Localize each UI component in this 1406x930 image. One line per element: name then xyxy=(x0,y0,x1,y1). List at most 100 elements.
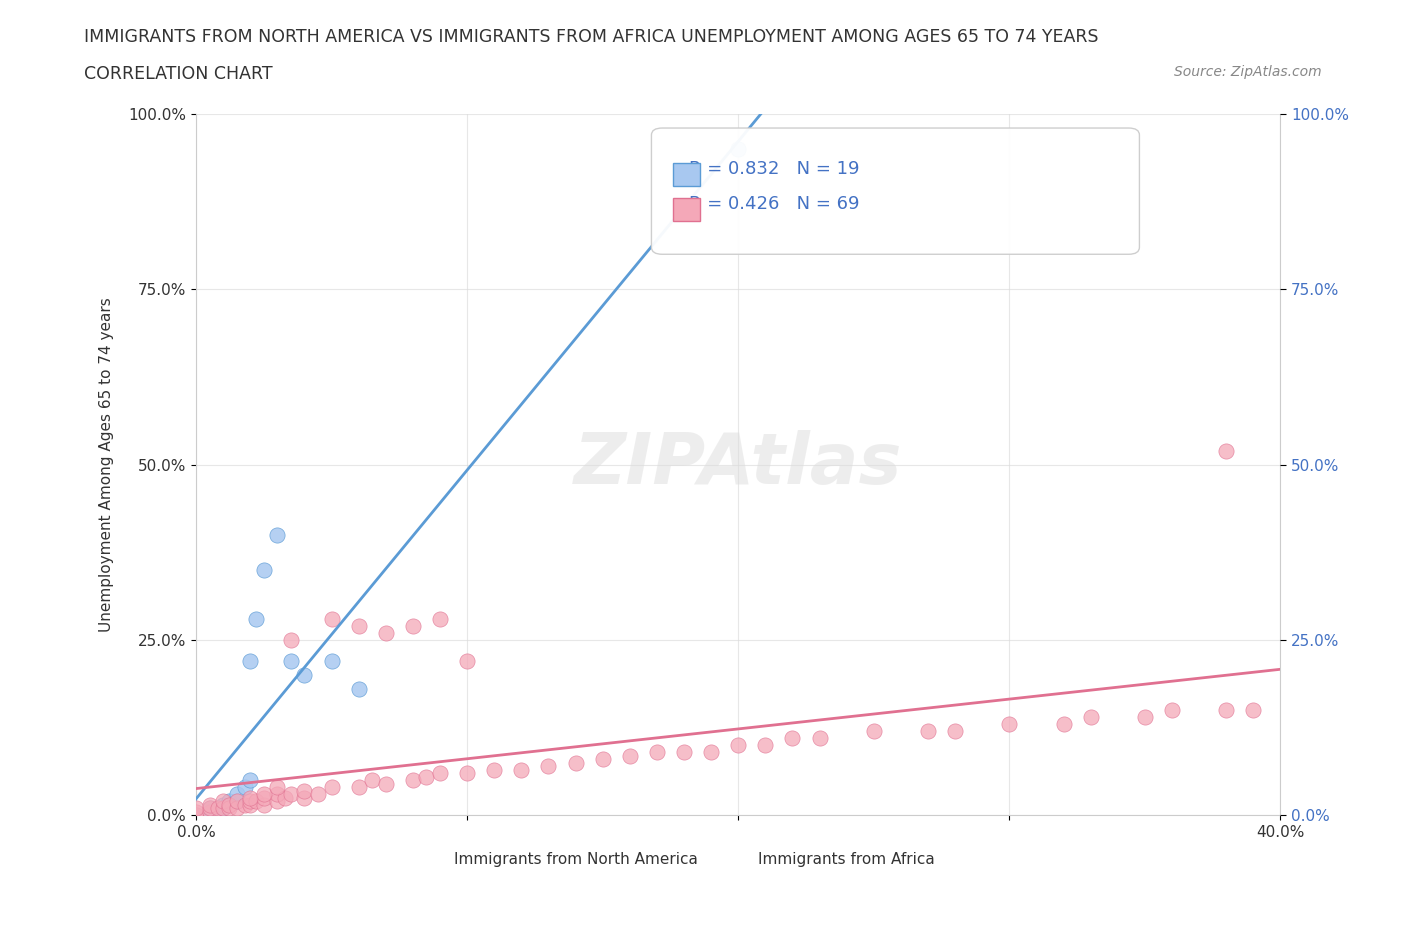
Point xyxy=(253,787,276,802)
Text: Immigrants from North America: Immigrants from North America xyxy=(454,853,697,868)
Point xyxy=(280,632,302,647)
Point xyxy=(347,618,370,633)
Point xyxy=(456,765,478,780)
Point xyxy=(1080,710,1102,724)
Text: CORRELATION CHART: CORRELATION CHART xyxy=(84,65,273,83)
Point xyxy=(184,808,207,823)
Point xyxy=(374,626,396,641)
Point xyxy=(198,801,221,816)
Point xyxy=(274,790,297,805)
Point xyxy=(998,717,1021,732)
Point xyxy=(456,654,478,669)
Point xyxy=(537,759,560,774)
Point xyxy=(280,787,302,802)
Text: Immigrants from Africa: Immigrants from Africa xyxy=(758,853,935,868)
Point xyxy=(294,668,316,683)
Point xyxy=(207,801,229,816)
Point xyxy=(212,794,235,809)
Point xyxy=(198,804,221,819)
Point xyxy=(198,804,221,819)
Point xyxy=(294,790,316,805)
Point xyxy=(225,801,247,816)
Point xyxy=(233,780,256,795)
Point xyxy=(233,797,256,812)
Point xyxy=(239,794,262,809)
Point xyxy=(510,763,533,777)
Point xyxy=(253,563,276,578)
FancyBboxPatch shape xyxy=(478,854,498,871)
Point xyxy=(429,612,451,627)
Point xyxy=(321,612,343,627)
Point xyxy=(402,618,425,633)
FancyBboxPatch shape xyxy=(749,854,769,871)
Point xyxy=(619,749,641,764)
Point xyxy=(266,780,288,795)
Point xyxy=(1241,703,1264,718)
Point xyxy=(307,787,329,802)
Point xyxy=(225,794,247,809)
Point xyxy=(253,790,276,805)
Point xyxy=(253,797,276,812)
Point xyxy=(782,731,804,746)
Point xyxy=(321,654,343,669)
Point xyxy=(218,801,240,816)
Point xyxy=(754,737,776,752)
Point xyxy=(245,794,267,809)
Point xyxy=(700,745,723,760)
Point xyxy=(212,801,235,816)
Point xyxy=(592,751,614,766)
Text: IMMIGRANTS FROM NORTH AMERICA VS IMMIGRANTS FROM AFRICA UNEMPLOYMENT AMONG AGES : IMMIGRANTS FROM NORTH AMERICA VS IMMIGRA… xyxy=(84,28,1099,46)
Point xyxy=(212,801,235,816)
Point xyxy=(727,737,749,752)
Point xyxy=(347,682,370,697)
Point xyxy=(266,794,288,809)
Point xyxy=(347,780,370,795)
FancyBboxPatch shape xyxy=(673,198,700,220)
Point xyxy=(1161,703,1184,718)
Point xyxy=(1052,717,1074,732)
Point xyxy=(198,801,221,816)
Point xyxy=(672,745,695,760)
Point xyxy=(321,780,343,795)
Point xyxy=(198,797,221,812)
FancyBboxPatch shape xyxy=(651,128,1139,254)
Point xyxy=(1133,710,1156,724)
Text: R = 0.426   N = 69: R = 0.426 N = 69 xyxy=(689,194,860,213)
Point xyxy=(943,724,966,738)
Point xyxy=(184,801,207,816)
Point xyxy=(415,769,437,784)
Point xyxy=(184,804,207,819)
Point xyxy=(212,797,235,812)
Point xyxy=(917,724,939,738)
Text: R = 0.832   N = 19: R = 0.832 N = 19 xyxy=(689,160,860,178)
Point xyxy=(1215,444,1237,458)
Point xyxy=(184,808,207,823)
Point xyxy=(429,765,451,780)
Text: ZIPAtlas: ZIPAtlas xyxy=(574,431,903,499)
FancyBboxPatch shape xyxy=(673,163,700,186)
Point xyxy=(564,755,586,770)
Point xyxy=(374,777,396,791)
Point xyxy=(239,773,262,788)
Point xyxy=(266,787,288,802)
Point xyxy=(361,773,384,788)
Point xyxy=(280,654,302,669)
Point xyxy=(862,724,884,738)
Point xyxy=(808,731,831,746)
Point xyxy=(225,794,247,809)
Point xyxy=(645,745,668,760)
Point xyxy=(239,654,262,669)
Point xyxy=(245,612,267,627)
Point xyxy=(239,790,262,805)
Point xyxy=(266,527,288,542)
Point xyxy=(218,797,240,812)
Point xyxy=(482,763,505,777)
Point xyxy=(727,141,749,156)
Point xyxy=(239,797,262,812)
Point xyxy=(218,794,240,809)
Y-axis label: Unemployment Among Ages 65 to 74 years: Unemployment Among Ages 65 to 74 years xyxy=(100,298,114,632)
Text: Source: ZipAtlas.com: Source: ZipAtlas.com xyxy=(1174,65,1322,79)
Point xyxy=(402,773,425,788)
Point xyxy=(225,787,247,802)
Point xyxy=(1215,703,1237,718)
